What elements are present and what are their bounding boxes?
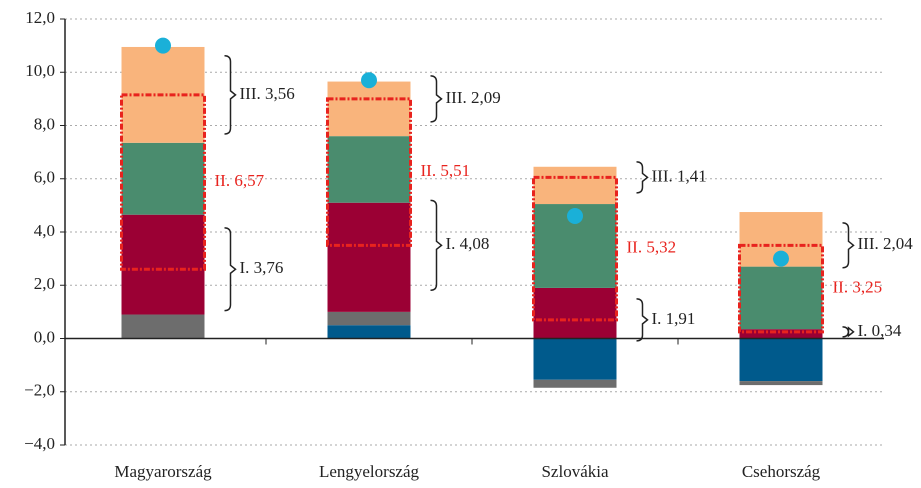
annotation-label: III. 3,56 (240, 84, 295, 103)
y-tick-label: −4,0 (24, 434, 55, 453)
bar-segment (739, 329, 823, 339)
range-box (120, 93, 206, 271)
range-box (532, 175, 618, 322)
annotation-label: III. 2,04 (858, 234, 914, 253)
bracket (636, 161, 649, 194)
x-tick-label: Szlovákia (541, 462, 608, 481)
bar-segment (533, 379, 617, 388)
y-tick-label: 6,0 (34, 168, 55, 187)
range-box (326, 97, 412, 247)
bracket (636, 298, 649, 342)
annotation-label: I. 3,76 (240, 258, 284, 277)
annotation-label: II. 3,25 (833, 277, 883, 296)
annotation-label: I. 1,91 (652, 309, 696, 328)
y-tick-label: −2,0 (24, 381, 55, 400)
y-tick-label: 2,0 (34, 274, 55, 293)
point (773, 250, 789, 267)
bar-segment (533, 166, 617, 205)
bracket (842, 222, 855, 269)
annotation-label: II. 5,51 (421, 161, 471, 180)
bar-segment (327, 136, 411, 203)
x-tick-label: Magyarország (114, 462, 212, 481)
annotation-label: II. 6,57 (215, 171, 265, 190)
bar-segment (327, 202, 411, 312)
bar-segment (327, 81, 411, 137)
point (361, 72, 377, 89)
bar-segment (121, 314, 205, 339)
bar-segment (739, 266, 823, 330)
x-tick-label: Lengyelország (319, 462, 420, 481)
range-box (738, 243, 824, 334)
bar-segment (739, 338, 823, 382)
y-tick-label: 8,0 (34, 114, 55, 133)
bracket (224, 227, 237, 312)
bar-segment (533, 338, 617, 380)
point (155, 37, 171, 54)
y-tick-label: 0,0 (34, 327, 55, 346)
point (567, 208, 583, 225)
bar-segment (121, 142, 205, 215)
annotation-label: I. 0,34 (858, 321, 902, 340)
bar-segment (327, 311, 411, 326)
bar-segment (327, 325, 411, 339)
annotation-label: III. 1,41 (652, 166, 707, 185)
bracket (430, 75, 443, 123)
annotation-label: III. 2,09 (446, 88, 501, 107)
y-tick-label: 12,0 (25, 8, 55, 27)
y-tick-label: 4,0 (34, 221, 55, 240)
bar-segment (533, 287, 617, 339)
x-tick-label: Csehország (742, 462, 821, 481)
bracket (842, 326, 855, 338)
y-tick-label: 10,0 (25, 61, 55, 80)
bracket (430, 199, 443, 291)
annotation-label: I. 4,08 (446, 234, 490, 253)
bar-segment (121, 214, 205, 315)
bracket (224, 54, 237, 135)
bar-segment (739, 381, 823, 386)
annotation-label: II. 5,32 (627, 238, 677, 257)
